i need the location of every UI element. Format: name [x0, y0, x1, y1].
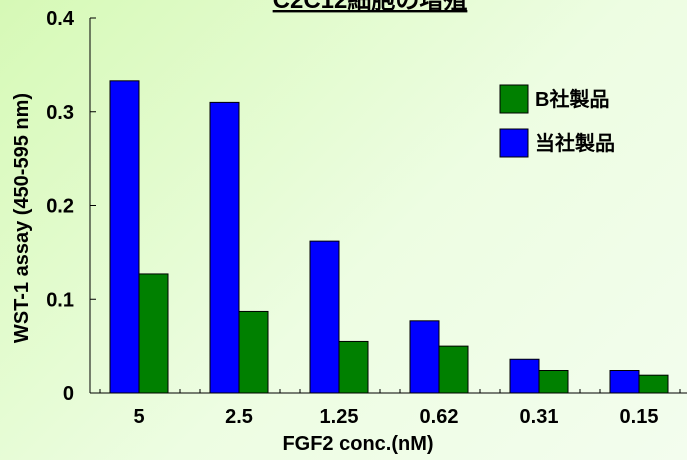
legend-label: 当社製品 — [535, 131, 615, 155]
legend-label: B社製品 — [535, 87, 609, 111]
plot-area — [109, 80, 669, 394]
y-tick-label: 0.4 — [46, 8, 75, 30]
x-tick-label: 5 — [133, 406, 144, 428]
x-tick-label: 0.31 — [520, 406, 559, 428]
bar-ours-2 — [309, 240, 340, 394]
legend-swatch — [499, 84, 529, 114]
bar-b-2 — [338, 340, 369, 394]
bar-ours-5 — [609, 370, 640, 394]
bar-b-5 — [638, 374, 669, 394]
x-tick-label: 1.25 — [320, 406, 359, 428]
bar-b-0 — [138, 273, 169, 394]
x-tick-label: 2.5 — [225, 406, 253, 428]
bar-ours-0 — [109, 80, 140, 394]
x-axis-label: FGF2 conc.(nM) — [282, 433, 433, 455]
legend-swatch — [499, 128, 529, 158]
bar-b-4 — [538, 370, 569, 394]
y-axis-ticks: 0 0.1 0.2 0.3 0.4 — [46, 8, 96, 405]
x-tick-label: 0.15 — [620, 406, 659, 428]
x-tick-label: 0.62 — [420, 406, 459, 428]
bar-ours-3 — [409, 320, 440, 394]
bar-b-1 — [238, 310, 269, 394]
y-tick-label: 0 — [63, 383, 74, 405]
chart-title: C2C12細胞の増殖 — [273, 0, 468, 14]
y-tick-label: 0.2 — [46, 196, 74, 218]
bar-b-3 — [438, 345, 469, 394]
y-tick-label: 0.3 — [46, 102, 74, 124]
bar-ours-1 — [209, 101, 240, 394]
bar-ours-4 — [509, 358, 540, 394]
y-axis-label: WST-1 assay (450-595 nm) — [11, 93, 33, 343]
x-axis-ticks: 5 2.5 1.25 0.62 0.31 0.15 — [99, 389, 681, 428]
y-tick-label: 0.1 — [46, 289, 74, 311]
